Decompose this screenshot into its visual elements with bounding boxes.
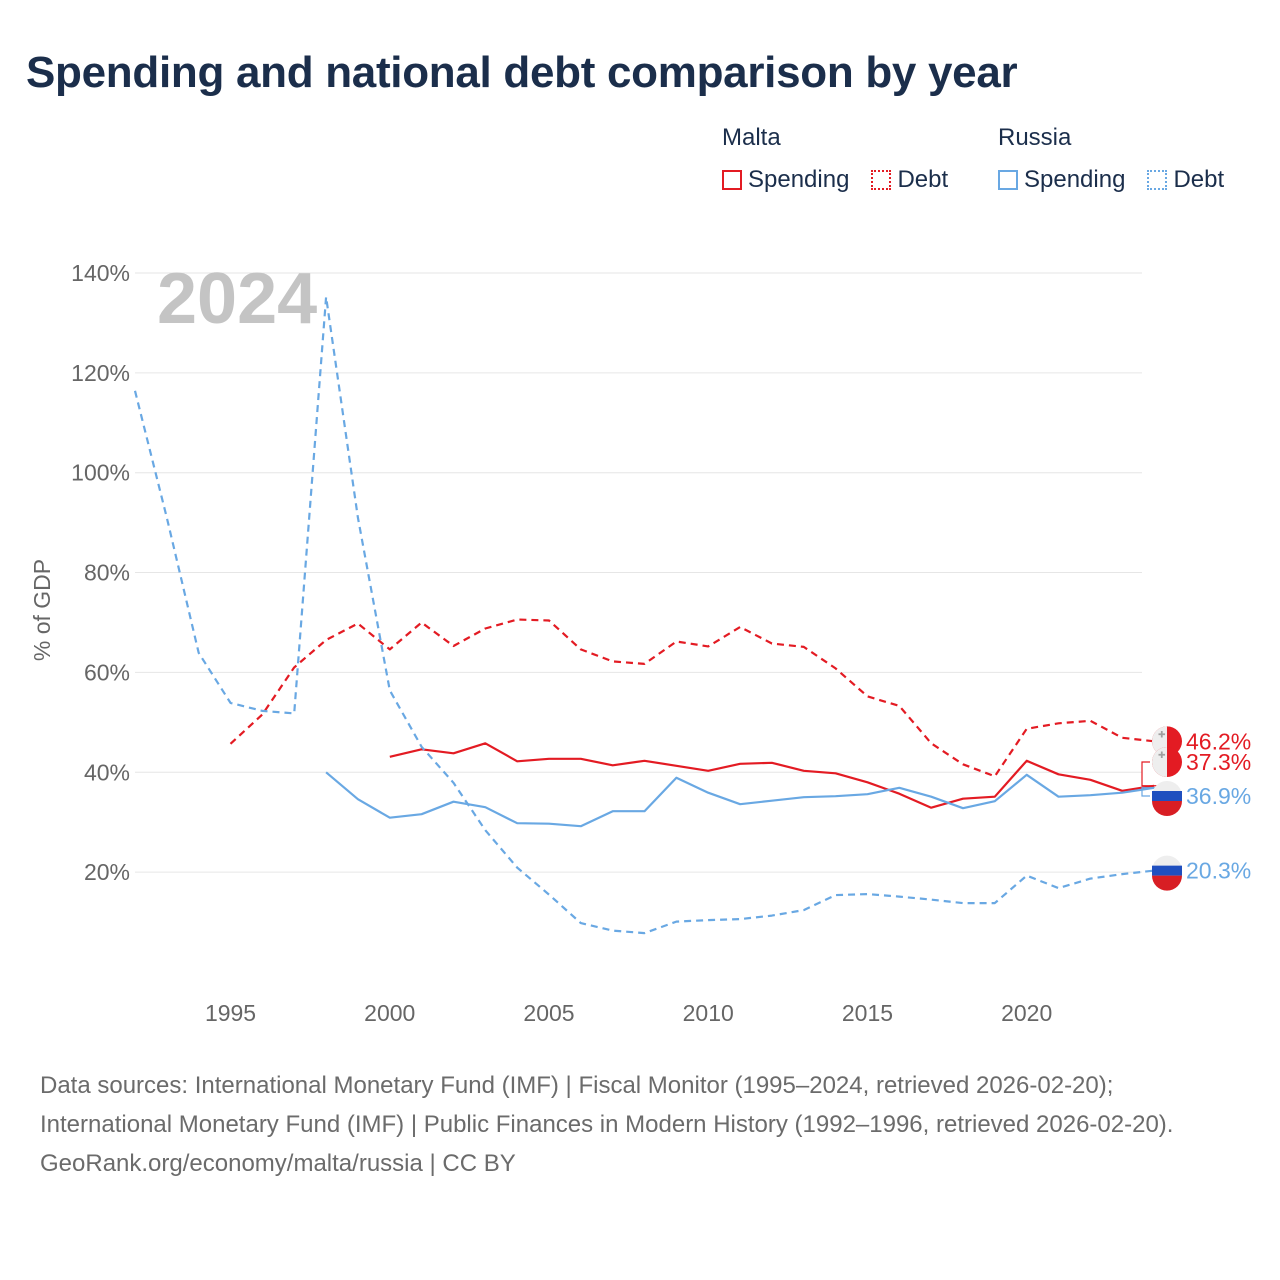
legend-swatch-solid [998, 170, 1018, 190]
x-tick-label: 2005 [523, 1000, 574, 1026]
series-line-russia-spending [325, 771, 1155, 828]
legend-group-name: Russia [998, 124, 1072, 151]
y-tick-label: 40% [84, 759, 130, 785]
end-value-label: 20.3% [1186, 858, 1251, 884]
legend-item-russia-spending[interactable]: Spending [998, 166, 1125, 194]
legend-group-name: Malta [722, 124, 781, 151]
y-tick-label: 120% [71, 360, 130, 386]
legend-group-malta: Malta Spending Debt [722, 124, 948, 194]
malta-cross-icon: ✚ [1158, 751, 1166, 761]
legend-item-malta-debt[interactable]: Debt [871, 166, 948, 194]
legend-item-label: Spending [1024, 166, 1126, 193]
label-connector [1141, 761, 1159, 787]
y-axis-label: % of GDP [29, 559, 55, 661]
end-value-label: 46.2% [1186, 728, 1251, 754]
year-watermark: 2024 [157, 259, 317, 339]
malta-cross-icon: ✚ [1158, 730, 1166, 740]
legend-swatch-solid [722, 170, 742, 190]
x-tick-label: 2010 [683, 1000, 734, 1026]
legend-swatch-dotted [871, 170, 892, 190]
series-line-malta-spending [389, 742, 1155, 809]
data-sources: Data sources: International Monetary Fun… [40, 1072, 1174, 1138]
end-value-label: 36.9% [1186, 783, 1251, 809]
russia-flag-blue-band [1152, 791, 1182, 801]
malta-flag-white-half [1152, 747, 1167, 777]
legend-item-label: Debt [897, 166, 949, 193]
series-line-malta-debt [229, 618, 1155, 778]
end-value-label: 37.3% [1186, 749, 1251, 775]
y-tick-label: 20% [84, 859, 130, 885]
y-tick-label: 80% [84, 560, 130, 586]
credit-line[interactable]: GeoRank.org/economy/malta/russia | CC BY [40, 1150, 516, 1177]
legend-swatch-dotted [1147, 170, 1168, 190]
russia-flag-red-band [1152, 875, 1182, 891]
x-tick-label: 2000 [364, 1000, 415, 1026]
legend-item-label: Spending [748, 166, 850, 193]
russia-flag-red-band [1152, 801, 1182, 816]
legend-item-label: Debt [1173, 166, 1225, 193]
x-tick-label: 2015 [842, 1000, 893, 1026]
legend-item-malta-spending[interactable]: Spending [722, 166, 849, 194]
x-tick-label: 1995 [205, 1000, 256, 1026]
x-tick-label: 2020 [1001, 1000, 1052, 1026]
y-tick-label: 140% [71, 260, 130, 286]
legend-group-russia: Russia Spending Debt [998, 124, 1224, 194]
russia-flag-blue-band [1152, 865, 1182, 876]
legend-item-russia-debt[interactable]: Debt [1147, 166, 1224, 194]
y-tick-label: 60% [84, 659, 130, 685]
y-tick-label: 100% [71, 460, 130, 486]
label-connector [1141, 787, 1159, 797]
footer: Data sources: International Monetary Fun… [40, 1066, 1240, 1183]
chart-title: Spending and national debt comparison by… [26, 48, 1018, 97]
series-line-russia-debt [133, 295, 1155, 935]
